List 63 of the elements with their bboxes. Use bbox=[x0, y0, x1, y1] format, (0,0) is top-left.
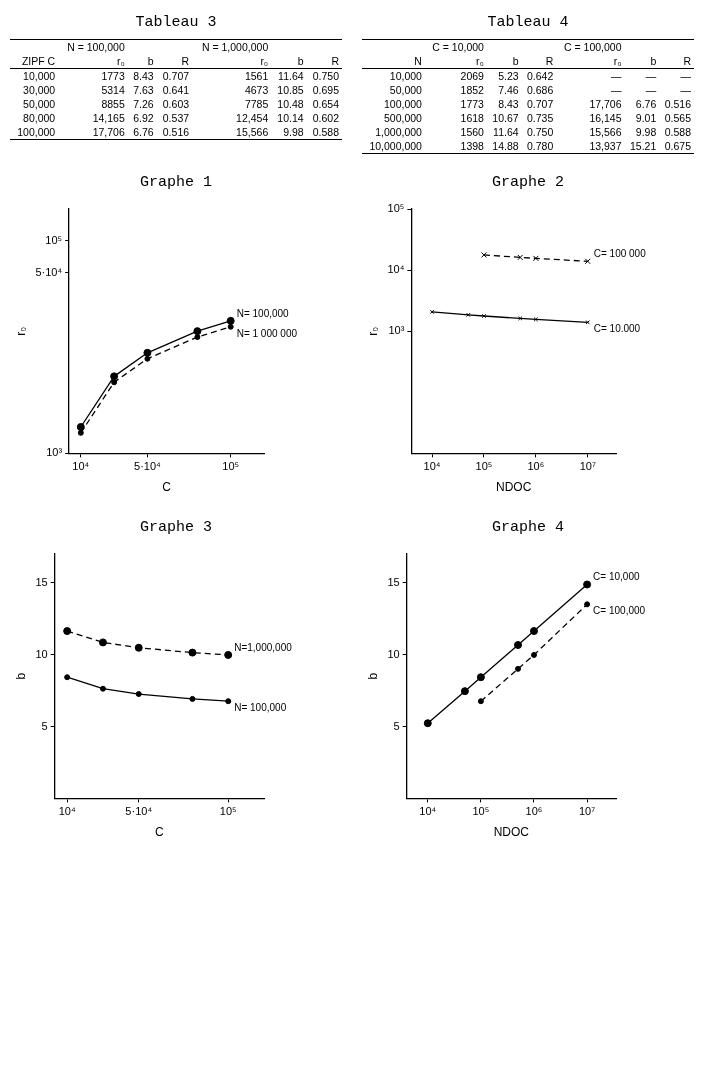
text: 100,000 1773 8.43 0.707 17,706 6.76 0.516 bbox=[383, 98, 691, 110]
x-tick-label: 10⁵ bbox=[219, 805, 237, 818]
y-tick-label: 15 bbox=[35, 575, 48, 588]
x-tick-label: 10⁴ bbox=[423, 460, 441, 473]
chart-title: Graphe 4 bbox=[491, 519, 565, 536]
chart-title: Graphe 1 bbox=[139, 174, 213, 191]
y-tick-label: 15 bbox=[387, 575, 400, 588]
text: 1,000,000 1560 11.64 0.750 15,566 9.98 0.588 bbox=[375, 126, 691, 138]
x-tick-label: 10⁷ bbox=[578, 805, 596, 818]
series-label: C= 10.000 bbox=[593, 323, 641, 335]
text: Tableau 3 bbox=[134, 14, 218, 31]
x-tick-label: 10⁷ bbox=[579, 460, 596, 473]
text: 100,000 17,706 6.76 0.516 15,566 9.98 0.588 bbox=[17, 126, 339, 138]
text: 50,000 8855 7.26 0.603 7785 10.48 0.654 bbox=[23, 98, 339, 110]
y-axis-title: r₀ bbox=[13, 326, 28, 336]
x-axis-title: NDOC bbox=[493, 825, 530, 840]
x-axis-title: NDOC bbox=[496, 480, 532, 495]
x-tick-label: 10⁶ bbox=[525, 805, 543, 818]
text: 10,000 1773 8.43 0.707 1561 11.64 0.750 bbox=[23, 70, 339, 82]
text: 10,000,000 1398 14.88 0.780 13,937 15.21 0.675 bbox=[369, 140, 691, 152]
text: ZIPF C r₀ b R r₀ b R bbox=[21, 55, 339, 67]
text: 80,000 14,165 6.92 0.537 12,454 10.14 0.602 bbox=[23, 112, 339, 124]
x-tick-label: 10⁴ bbox=[58, 805, 76, 818]
x-axis-title: C bbox=[162, 480, 172, 495]
text: 50,000 1852 7.46 0.686 — — — bbox=[389, 84, 691, 96]
chart-title: Graphe 2 bbox=[491, 174, 565, 191]
y-tick-label: 10 bbox=[387, 647, 400, 660]
y-axis-title: r₀ bbox=[365, 326, 380, 336]
y-axis-title: b bbox=[13, 672, 28, 680]
series-label: C= 10,000 bbox=[593, 571, 640, 583]
y-tick-label: 10 bbox=[35, 647, 48, 660]
x-tick-label: 10⁴ bbox=[72, 460, 90, 473]
y-axis-title: b bbox=[365, 672, 380, 680]
y-tick-label: 10³ bbox=[388, 324, 405, 337]
x-tick-label: 5·10⁴ bbox=[125, 805, 153, 818]
text: 10,000 2069 5.23 0.642 — — — bbox=[389, 70, 691, 82]
text: C = 10,000 C = 100,000 bbox=[432, 41, 622, 53]
text: N r₀ b R r₀ b R bbox=[414, 55, 691, 67]
x-axis-title: C bbox=[154, 825, 164, 840]
series-label: C= 100,000 bbox=[593, 605, 646, 617]
series-label: N= 100,000 bbox=[234, 701, 287, 713]
series-label: C= 100 000 bbox=[593, 248, 647, 260]
y-tick-label: 10³ bbox=[46, 446, 63, 459]
text: Tableau 4 bbox=[486, 14, 570, 31]
series-label: N=1,000,000 bbox=[234, 641, 293, 653]
text: N = 100,000 N = 1,000,000 bbox=[67, 41, 269, 53]
y-tick-label: 5 bbox=[41, 719, 48, 732]
x-tick-label: 10⁴ bbox=[419, 805, 437, 818]
y-tick-label: 10⁴ bbox=[387, 263, 405, 276]
text: 500,000 1618 10.67 0.735 16,145 9.01 0.565 bbox=[383, 112, 691, 124]
series-label: N= 100,000 bbox=[236, 307, 290, 319]
x-tick-label: 10⁵ bbox=[222, 460, 240, 473]
x-tick-label: 5·10⁴ bbox=[134, 460, 162, 473]
series-label: N= 1 000 000 bbox=[236, 327, 298, 339]
chart-title: Graphe 3 bbox=[139, 519, 213, 536]
y-tick-label: 5 bbox=[393, 719, 400, 732]
x-tick-label: 10⁵ bbox=[475, 460, 493, 473]
text: 30,000 5314 7.63 0.641 4673 10.85 0.695 bbox=[23, 84, 339, 96]
x-tick-label: 10⁶ bbox=[527, 460, 545, 473]
y-tick-label: 5·10⁴ bbox=[35, 265, 63, 278]
y-tick-label: 10⁵ bbox=[45, 234, 63, 246]
y-tick-label: 10⁵ bbox=[387, 202, 405, 215]
x-tick-label: 10⁵ bbox=[472, 805, 490, 818]
